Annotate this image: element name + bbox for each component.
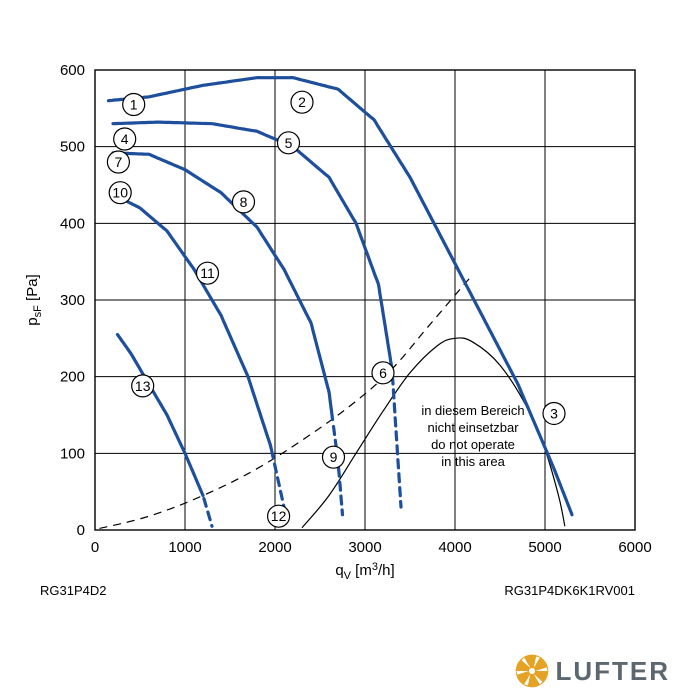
callout-label-11: 11 [200,265,215,281]
y-tick-label: 100 [60,445,85,462]
lufter-logo: LUFTER [515,654,670,688]
callout-label-4: 4 [121,131,129,147]
callout-label-10: 10 [112,185,128,201]
footer-left-code: RG31P4D2 [40,583,106,598]
callout-label-1: 1 [130,97,138,113]
callout-label-3: 3 [550,405,558,421]
footer-right-code: RG31P4DK6K1RV001 [504,583,635,598]
y-tick-label: 0 [77,522,85,539]
lufter-fan-icon [515,654,549,688]
x-tick-label: 2000 [258,539,291,556]
callout-label-6: 6 [379,365,387,381]
y-tick-label: 200 [60,369,85,386]
do-not-operate-note: do not operate [431,437,515,452]
x-tick-label: 4000 [438,539,471,556]
do-not-operate-note: nicht einsetzbar [427,420,519,435]
y-tick-label: 300 [60,292,85,309]
lufter-logo-text: LUFTER [555,656,670,687]
y-tick-label: 600 [60,62,85,79]
fan-performance-chart: 0 1000 2000 3000 4000 5000 6000 0 100 200 300 400 50… [0,0,700,700]
x-tick-label: 5000 [528,539,561,556]
callout-label-2: 2 [298,94,306,110]
callout-label-5: 5 [285,135,293,151]
x-tick-label: 3000 [348,539,381,556]
do-not-operate-note: in this area [441,454,505,469]
y-tick-label: 500 [60,139,85,156]
callout-label-13: 13 [135,378,151,394]
callout-label-9: 9 [330,449,338,465]
y-tick-label: 400 [60,215,85,232]
x-tick-label: 0 [91,539,99,556]
callout-label-8: 8 [240,194,248,210]
x-tick-label: 6000 [618,539,651,556]
callout-label-7: 7 [115,154,123,170]
callout-label-12: 12 [271,508,287,524]
do-not-operate-note: in diesem Bereich [421,403,524,418]
x-tick-label: 1000 [168,539,201,556]
